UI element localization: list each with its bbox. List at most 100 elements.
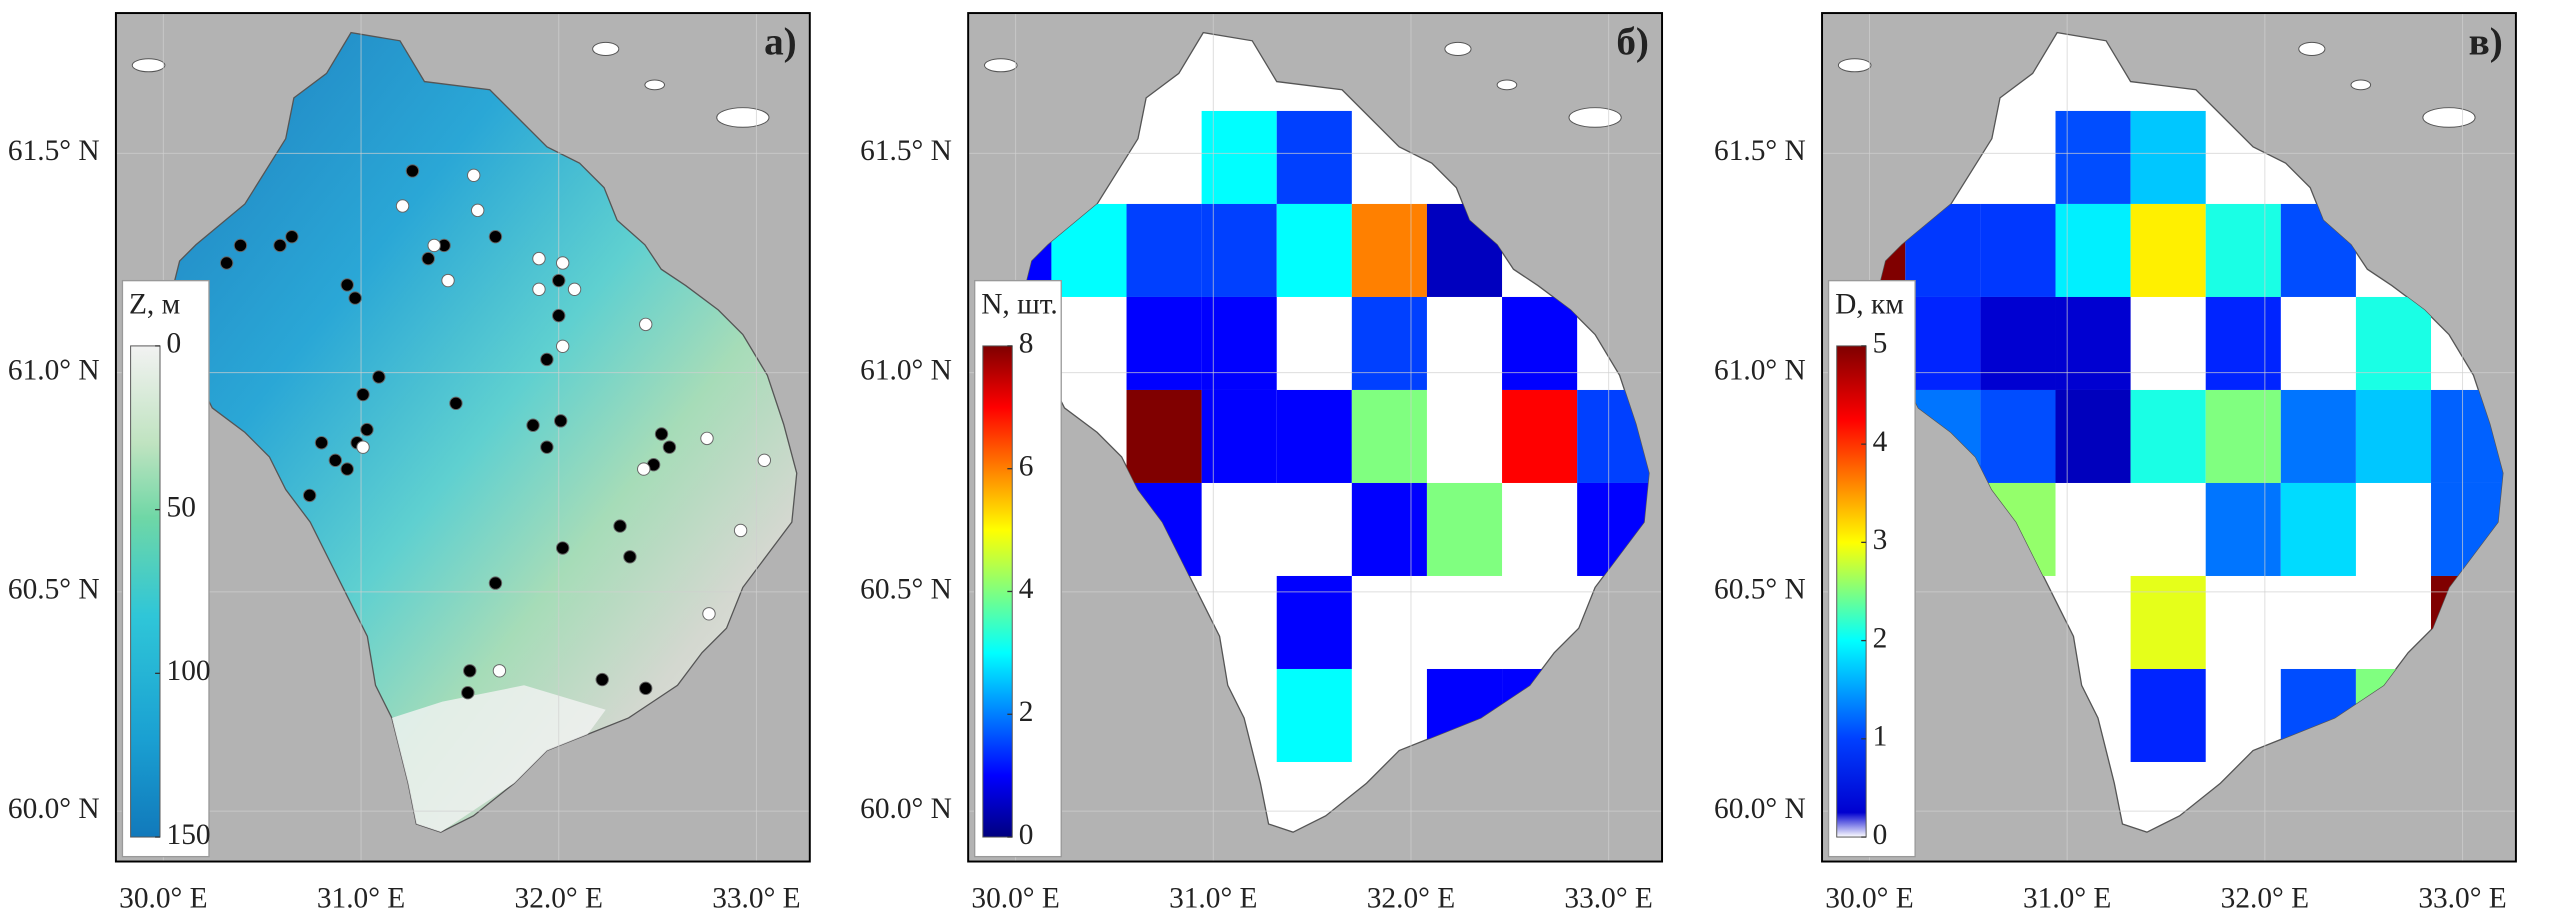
colorbar-tick-label: 6	[1019, 450, 1034, 482]
station-point	[637, 462, 651, 476]
grid-cell	[1502, 296, 1578, 390]
panel-label: а)	[764, 21, 797, 64]
grid-cell	[2130, 668, 2206, 762]
station-point	[757, 453, 772, 467]
station-point	[639, 317, 653, 332]
y-tick-label: 60.0° N	[1714, 793, 1806, 825]
station-point	[340, 462, 354, 476]
station-point	[552, 273, 566, 288]
colorbar-tick-label: 1	[1873, 721, 1888, 753]
x-tick-label: 33.0° E	[2418, 882, 2506, 914]
station-point	[372, 370, 386, 384]
station-point	[492, 664, 507, 678]
grid-cell	[1276, 575, 1352, 669]
station-point	[285, 229, 299, 244]
colorbar	[130, 345, 161, 838]
station-point	[461, 686, 475, 700]
station-point	[662, 440, 677, 454]
station-point	[395, 199, 410, 213]
station-point	[314, 436, 329, 450]
grid-cell	[1905, 296, 1981, 390]
station-point	[540, 440, 554, 454]
grid-cell	[2130, 110, 2206, 204]
station-point	[427, 238, 441, 253]
colorbar-title: N, шт.	[981, 288, 1057, 320]
station-point	[421, 251, 435, 266]
station-point	[555, 541, 570, 555]
grid-cell	[1980, 203, 2056, 297]
grid-cell	[1201, 389, 1277, 483]
colorbar	[1836, 345, 1867, 838]
y-tick-label: 60.0° N	[8, 793, 100, 825]
y-tick-label: 61.5° N	[860, 135, 952, 167]
station-point	[567, 282, 582, 296]
water-body	[716, 107, 770, 128]
station-point	[555, 339, 570, 353]
lake	[170, 31, 798, 833]
y-tick-label: 60.5° N	[8, 574, 100, 606]
x-tick-label: 31.0° E	[1169, 882, 1257, 914]
panel-label: в)	[2469, 21, 2503, 64]
grid-cell	[2055, 389, 2131, 483]
colorbar-tick-label: 4	[1019, 573, 1034, 605]
station-point	[356, 387, 370, 402]
colorbar-tick-label: 2	[1019, 696, 1034, 728]
station-point	[273, 238, 287, 253]
colorbar-tick-label: 0	[167, 328, 182, 360]
map-panel: 30.0° E 31.0° E 32.0° E 33.0° E 60.0° N 60.5°…	[1714, 12, 2517, 914]
station-point	[233, 238, 248, 253]
station-point	[302, 488, 317, 503]
y-tick-label: 60.5° N	[1714, 574, 1806, 606]
station-point	[700, 431, 714, 446]
grid-cell	[2130, 389, 2206, 483]
colorbar-title: D, км	[1835, 288, 1904, 320]
grid-cell	[2205, 203, 2281, 297]
water-body	[131, 58, 166, 73]
station-point	[470, 203, 485, 218]
water-body	[1496, 79, 1518, 91]
grid-cell	[2280, 389, 2356, 483]
y-tick-label: 60.0° N	[860, 793, 952, 825]
station-point	[340, 278, 354, 292]
x-tick-label: 31.0° E	[317, 882, 405, 914]
grid-cell	[2130, 203, 2206, 297]
water-body	[1444, 41, 1472, 56]
station-point	[488, 229, 503, 244]
grid-cell	[2205, 296, 2281, 390]
water-body	[984, 58, 1018, 73]
station-point	[623, 550, 637, 564]
panel-label: б)	[1616, 21, 1649, 64]
grid-cell	[1502, 389, 1578, 483]
grid-cell	[2205, 482, 2281, 576]
water-body	[1837, 58, 1872, 73]
station-point	[555, 256, 570, 270]
colorbar-tick-label: 150	[167, 819, 211, 851]
water-body	[2422, 107, 2476, 128]
y-tick-label: 61.5° N	[8, 135, 100, 167]
grid-cell	[1351, 203, 1427, 297]
station-point	[219, 256, 234, 270]
colorbar-tick-label: 50	[167, 491, 196, 523]
station-point	[441, 273, 455, 288]
colorbar-tick-label: 100	[167, 655, 211, 687]
grid-cell	[1426, 482, 1503, 576]
y-tick-label: 60.5° N	[860, 574, 952, 606]
water-body	[592, 41, 620, 56]
x-tick-label: 30.0° E	[119, 882, 207, 914]
colorbar-tick-label: 0	[1019, 819, 1034, 851]
station-point	[360, 422, 374, 437]
y-tick-label: 61.0° N	[8, 354, 100, 386]
station-point	[348, 291, 362, 305]
colorbar-tick-label: 8	[1019, 328, 1034, 360]
y-tick-label: 61.0° N	[860, 354, 952, 386]
station-point	[488, 576, 503, 590]
grid-cell	[1276, 389, 1352, 483]
x-tick-label: 33.0° E	[712, 882, 800, 914]
panel-frame	[1821, 12, 2517, 863]
map-panel: 30.0° E 31.0° E 32.0° E 33.0° E 60.0° N 60.5°…	[860, 12, 1664, 914]
grid-cell	[2355, 296, 2432, 390]
grid-cell	[1276, 203, 1352, 297]
station-point	[449, 396, 463, 410]
station-point	[463, 664, 477, 678]
